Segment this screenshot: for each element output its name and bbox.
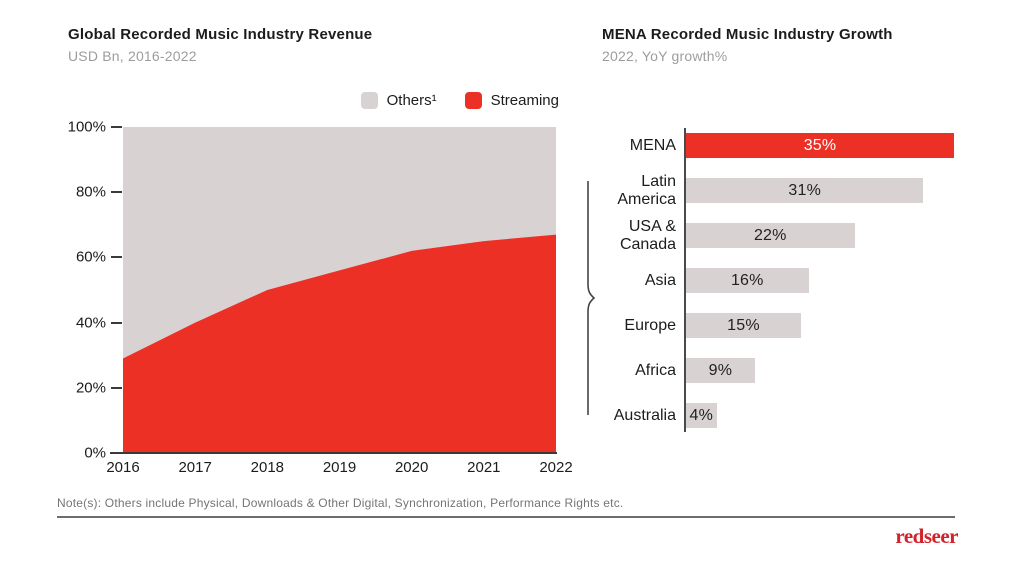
x-year-label: 2019 bbox=[322, 459, 357, 476]
bar-value-label: 35% bbox=[803, 136, 837, 154]
x-year-label: 2016 bbox=[106, 459, 140, 476]
y-tick-mark-icon bbox=[111, 321, 122, 324]
y-tick-label: 80% bbox=[75, 183, 106, 201]
y-tick-mark-icon bbox=[111, 386, 122, 389]
note-text: Note(s): Others include Physical, Downlo… bbox=[57, 496, 624, 510]
x-year-label: 2020 bbox=[394, 459, 429, 476]
bar-axis-line bbox=[684, 128, 686, 432]
bar: 4% bbox=[686, 403, 717, 428]
x-year-label: 2017 bbox=[178, 459, 212, 476]
bar: 22% bbox=[686, 223, 855, 248]
curly-brace-icon bbox=[587, 181, 596, 415]
bar-category-label: MENA bbox=[629, 136, 676, 154]
right-chart-subtitle: 2022, YoY growth% bbox=[602, 48, 728, 64]
area-chart-plot bbox=[123, 127, 556, 453]
y-tick-label: 60% bbox=[75, 248, 106, 266]
bar-value-label: 4% bbox=[689, 406, 714, 424]
y-tick-mark-icon bbox=[111, 126, 122, 128]
redseer-logo: redseer bbox=[895, 524, 958, 548]
bar: 9% bbox=[686, 358, 755, 383]
x-year-label: 2018 bbox=[250, 459, 285, 476]
x-year-label: 2021 bbox=[467, 459, 501, 476]
streaming-area bbox=[123, 234, 556, 453]
y-tick-label: 40% bbox=[75, 314, 106, 332]
bar-value-label: 16% bbox=[730, 271, 764, 289]
x-axis-line bbox=[110, 452, 557, 454]
bar: 16% bbox=[686, 268, 809, 293]
legend-item-streaming: Streaming bbox=[464, 92, 559, 109]
y-tick-mark-icon bbox=[111, 191, 122, 194]
left-chart-title: Global Recorded Music Industry Revenue bbox=[68, 26, 373, 43]
x-year-label: 2022 bbox=[539, 459, 573, 476]
legend-label-others: Others¹ bbox=[386, 92, 437, 109]
left-chart-subtitle: USD Bn, 2016-2022 bbox=[68, 48, 197, 64]
bar: 35% bbox=[686, 133, 954, 158]
bar-category-label: Latin America bbox=[617, 172, 676, 208]
bar-category-label: Europe bbox=[624, 316, 676, 334]
bar-category-label: USA & Canada bbox=[619, 217, 676, 253]
y-tick-label: 20% bbox=[75, 379, 106, 397]
bar: 15% bbox=[686, 313, 801, 338]
bar-category-label: Australia bbox=[613, 406, 676, 424]
right-chart-title: MENA Recorded Music Industry Growth bbox=[602, 26, 893, 43]
legend-item-others: Others¹ bbox=[360, 92, 437, 109]
bar: 31% bbox=[686, 178, 924, 203]
bar-value-label: 22% bbox=[753, 226, 787, 244]
bar-category-label: Asia bbox=[644, 271, 676, 289]
legend: Others¹ Streaming bbox=[123, 92, 559, 109]
legend-label-streaming: Streaming bbox=[490, 92, 559, 109]
streaming-swatch-icon bbox=[464, 92, 482, 109]
others-swatch-icon bbox=[360, 92, 378, 109]
y-tick-mark-icon bbox=[111, 256, 122, 259]
y-tick-label: 100% bbox=[67, 118, 106, 136]
bar-value-label: 15% bbox=[727, 316, 760, 334]
bar-category-label: Africa bbox=[635, 361, 676, 379]
bar-rows: 35% 31% 22% 16% 15% 9% 4% bbox=[686, 123, 956, 438]
bar-value-label: 31% bbox=[788, 181, 821, 199]
divider-rule bbox=[57, 516, 955, 518]
bar-value-label: 9% bbox=[708, 361, 733, 379]
y-tick-label: 0% bbox=[84, 444, 106, 462]
